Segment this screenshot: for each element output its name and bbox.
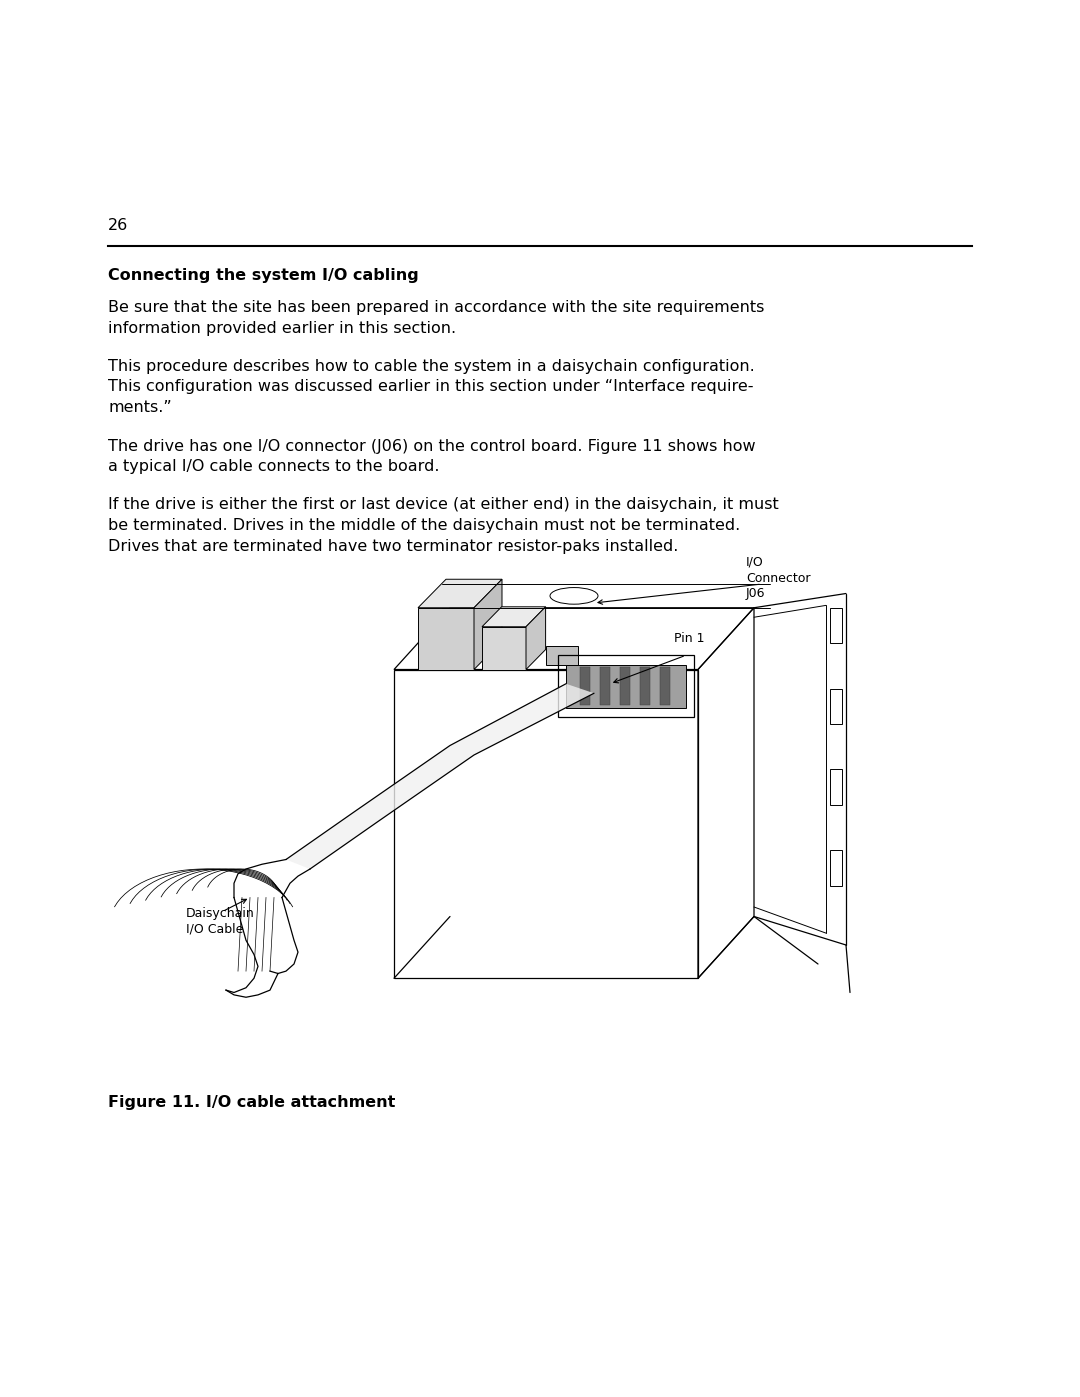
Polygon shape <box>286 683 594 869</box>
Polygon shape <box>482 627 526 669</box>
Polygon shape <box>580 668 590 705</box>
Polygon shape <box>620 668 630 705</box>
Text: The drive has one I/O connector (J06) on the control board. Figure 11 shows how: The drive has one I/O connector (J06) on… <box>108 439 756 454</box>
Text: Daisychain
I/O Cable: Daisychain I/O Cable <box>186 907 255 936</box>
Text: be terminated. Drives in the middle of the daisychain must not be terminated.: be terminated. Drives in the middle of t… <box>108 518 740 534</box>
Text: This procedure describes how to cable the system in a daisychain configuration.: This procedure describes how to cable th… <box>108 359 755 374</box>
Polygon shape <box>474 580 502 669</box>
Polygon shape <box>418 580 502 608</box>
Polygon shape <box>526 606 545 669</box>
Text: If the drive is either the first or last device (at either end) in the daisychai: If the drive is either the first or last… <box>108 497 779 513</box>
Text: information provided earlier in this section.: information provided earlier in this sec… <box>108 320 456 335</box>
Text: Pin 1: Pin 1 <box>674 631 704 644</box>
Text: Figure 11. I/O cable attachment: Figure 11. I/O cable attachment <box>108 1095 395 1111</box>
Polygon shape <box>418 608 474 669</box>
Text: Drives that are terminated have two terminator resistor-paks installed.: Drives that are terminated have two term… <box>108 538 678 553</box>
Polygon shape <box>600 668 610 705</box>
Text: I/O
Connector
J06: I/O Connector J06 <box>746 556 810 601</box>
Polygon shape <box>546 645 578 665</box>
Text: 26: 26 <box>108 218 129 233</box>
Text: Be sure that the site has been prepared in accordance with the site requirements: Be sure that the site has been prepared … <box>108 300 765 314</box>
Polygon shape <box>566 665 686 707</box>
Text: This configuration was discussed earlier in this section under “Interface requir: This configuration was discussed earlier… <box>108 380 754 394</box>
Polygon shape <box>482 606 545 627</box>
Polygon shape <box>660 668 670 705</box>
Text: Connecting the system I/O cabling: Connecting the system I/O cabling <box>108 268 419 284</box>
Text: a typical I/O cable connects to the board.: a typical I/O cable connects to the boar… <box>108 460 440 474</box>
Polygon shape <box>640 668 650 705</box>
Text: ments.”: ments.” <box>108 400 172 415</box>
